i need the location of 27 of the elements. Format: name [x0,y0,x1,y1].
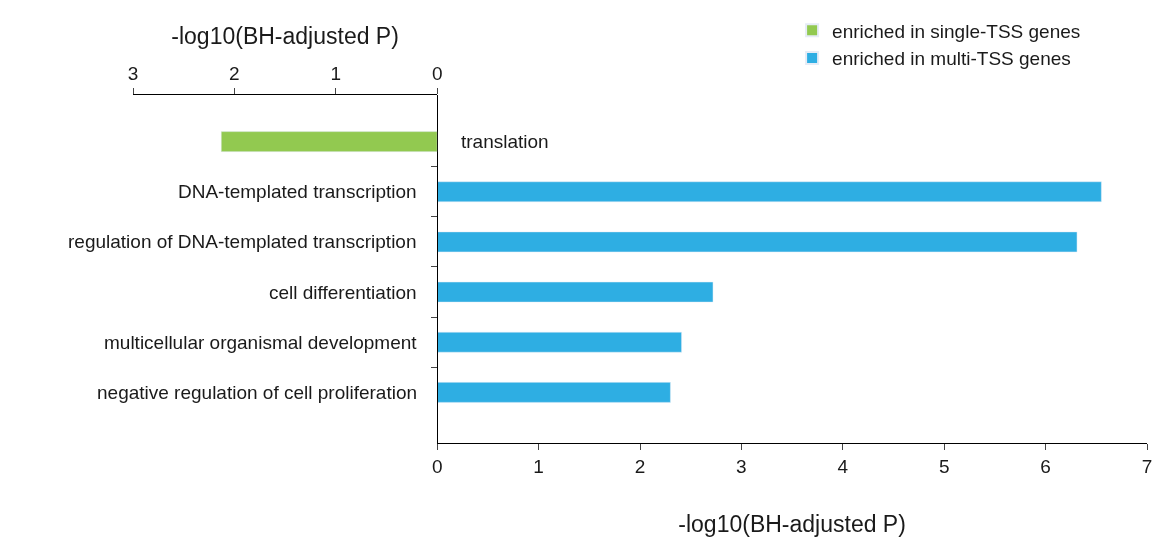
x-tick-label: 3 [736,455,747,477]
x2-tick-label: 3 [127,63,139,85]
x-tick-label: 4 [837,455,849,477]
x2-axis-title: -log10(BH-adjusted P) [171,22,399,49]
legend-label: enriched in single-TSS genes [832,20,1081,42]
bar [437,181,1102,203]
bar [437,331,682,353]
y-tick-label: cell differentiation [269,282,417,303]
y-tick-label: DNA-templated transcription [178,181,417,202]
y-tick-label: negative regulation of cell proliferation [97,382,418,403]
bar [437,231,1078,253]
x-tick-label: 2 [634,455,646,477]
x-tick-label: 6 [1040,455,1051,477]
x-tick-label: 7 [1141,455,1153,477]
y-tick-label: translation [461,131,549,152]
x2-tick-label: 0 [431,63,443,85]
x-tick-label: 1 [533,455,544,477]
y-tick-label: multicellular organismal development [104,332,418,353]
x-axis-title: -log10(BH-adjusted P) [678,511,906,538]
x2-tick-label: 1 [330,63,342,85]
legend-label: enriched in multi-TSS genes [832,48,1071,70]
bar [437,281,714,303]
x2-tick-label: 2 [229,63,240,85]
x-tick-label: 5 [938,455,950,477]
x-tick-label: 0 [431,455,443,477]
bar [437,382,671,403]
y-tick-label: regulation of DNA-templated transcription [68,231,417,252]
